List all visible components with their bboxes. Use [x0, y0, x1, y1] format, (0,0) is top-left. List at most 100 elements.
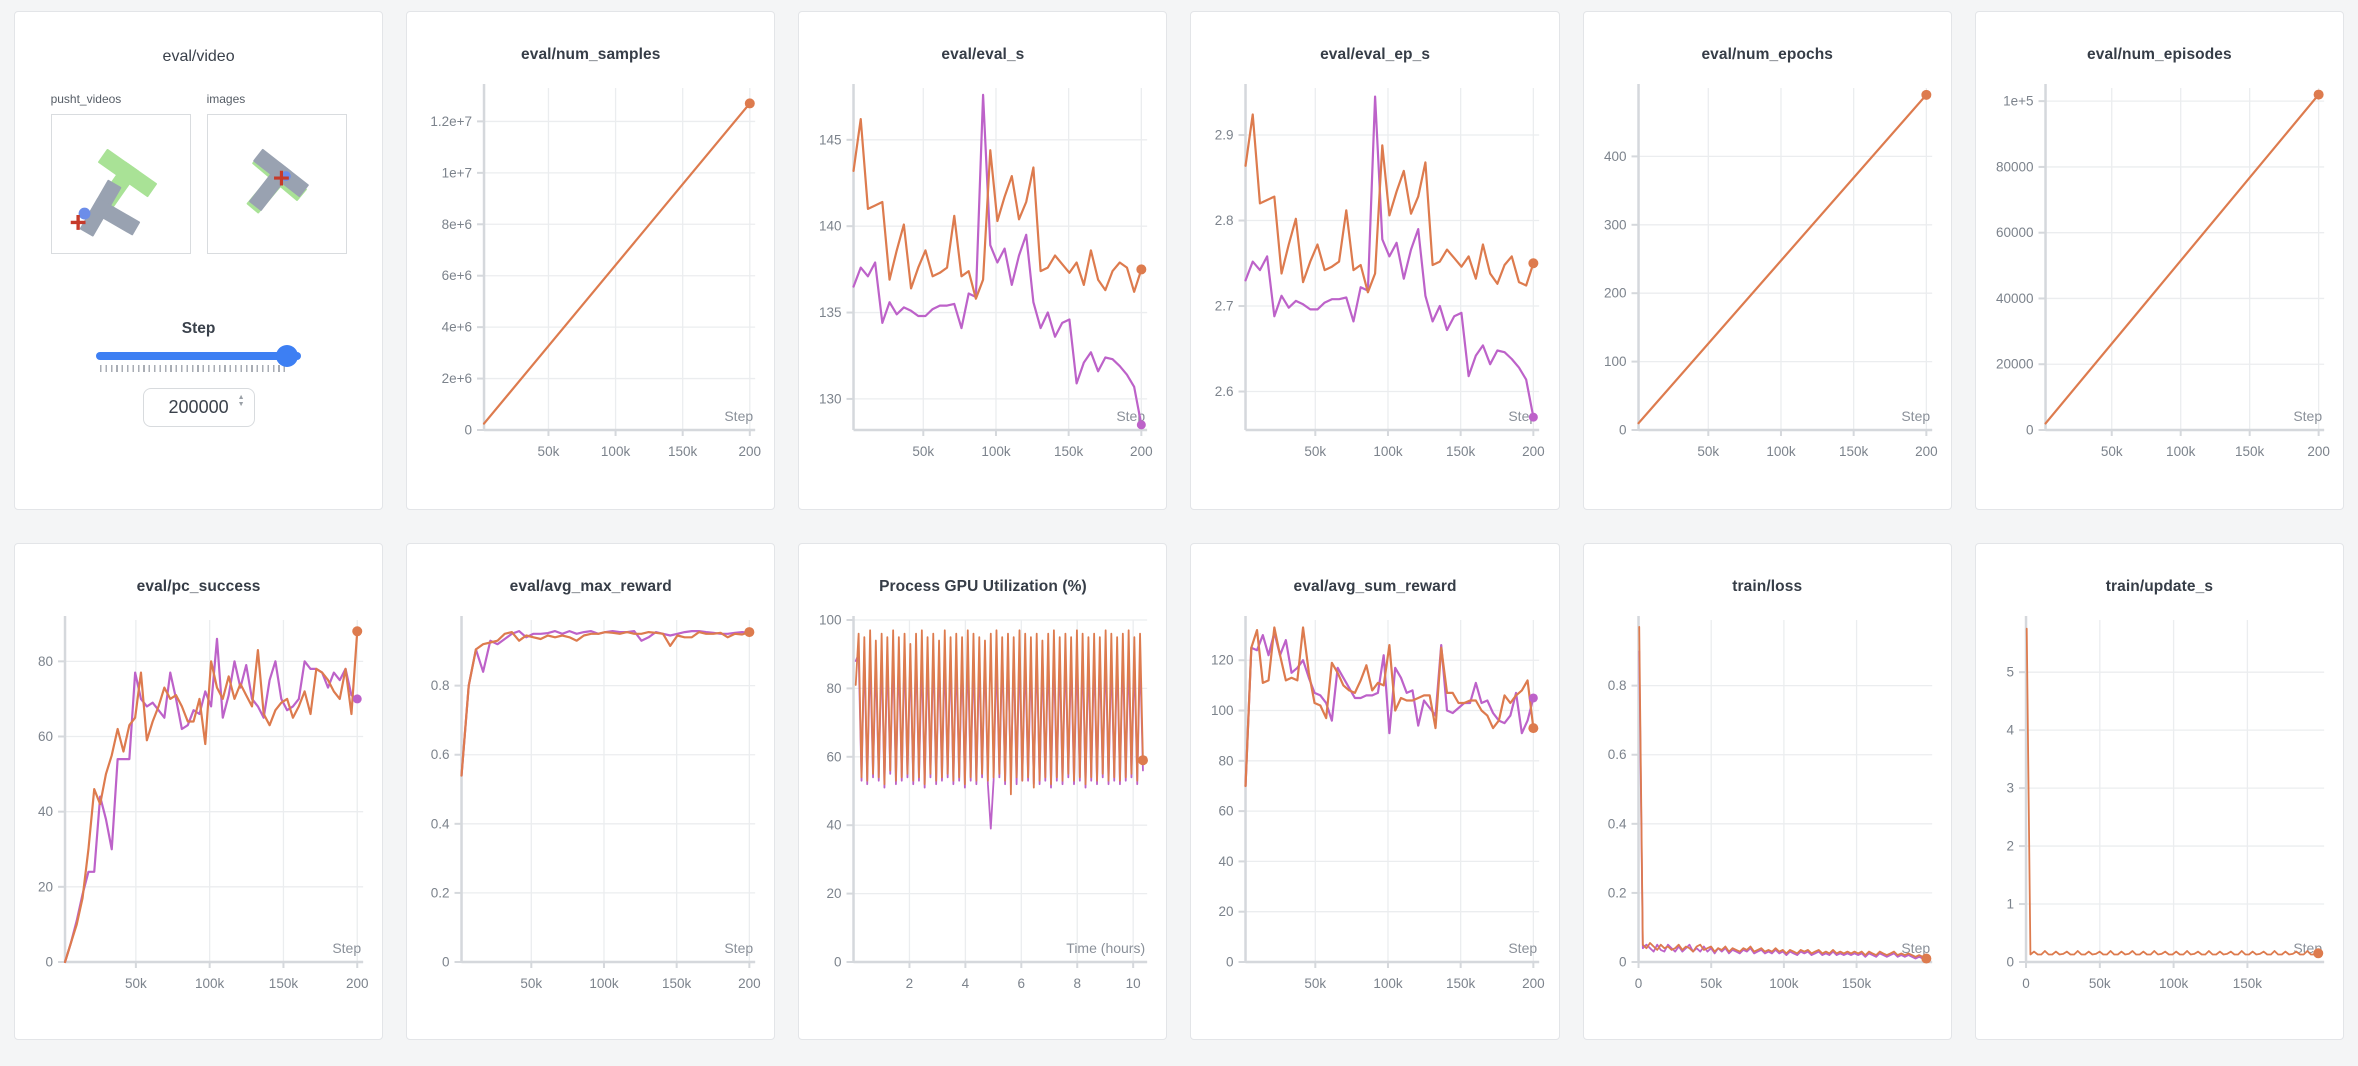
- chart-title: eval/num_samples: [521, 46, 661, 63]
- svg-text:20000: 20000: [1996, 357, 2034, 372]
- svg-text:20: 20: [38, 879, 53, 894]
- panel-eval-num-episodes[interactable]: eval/num_episodes 50k 100k 150k 200 0 20000 40…: [1974, 11, 2344, 510]
- chart-title: eval/avg_sum_reward: [1293, 578, 1457, 595]
- svg-text:Step: Step: [724, 940, 753, 956]
- svg-text:2: 2: [2006, 839, 2014, 854]
- panel-eval-avg-max-reward[interactable]: eval/avg_max_reward 50k 100k 150k 200 0 0.2 0.…: [406, 543, 776, 1040]
- step-slider-thumb[interactable]: [275, 345, 298, 367]
- panel-eval-eval-ep-s[interactable]: eval/eval_ep_s 50k 100k 150k 200 2.6 2.7 2.8 2.…: [1190, 11, 1560, 510]
- svg-text:200: 200: [738, 976, 761, 991]
- chart-train-loss[interactable]: 0 50k 100k 150k 0 0.2 0.4 0.6 0.8 Step: [1584, 606, 1951, 1018]
- panel-eval-num-epochs[interactable]: eval/num_epochs 50k 100k 150k 200 0 100 200 300…: [1582, 11, 1952, 510]
- panel-eval-avg-sum-reward[interactable]: eval/avg_sum_reward 50k 100k 150k 200 0 20 40 6…: [1190, 543, 1560, 1040]
- svg-text:2.9: 2.9: [1215, 128, 1234, 143]
- svg-text:200: 200: [1915, 444, 1938, 459]
- svg-text:150k: 150k: [2235, 444, 2265, 459]
- spinner-down-icon[interactable]: ▼: [237, 401, 245, 408]
- panel-title: eval/video: [162, 48, 235, 65]
- chart-title: eval/num_episodes: [2087, 46, 2232, 63]
- svg-text:1e+7: 1e+7: [442, 165, 472, 180]
- chart-eval-avg-sum-reward[interactable]: 50k 100k 150k 200 0 20 40 60 80 100 120 Step: [1191, 606, 1558, 1018]
- svg-text:50k: 50k: [125, 976, 147, 991]
- spinner-up-icon[interactable]: ▲: [237, 394, 245, 401]
- svg-text:150k: 150k: [269, 976, 299, 991]
- svg-text:100: 100: [1604, 354, 1627, 369]
- chart-title: Process GPU Utilization (%): [879, 578, 1087, 595]
- svg-text:100k: 100k: [1769, 976, 1799, 991]
- svg-text:8: 8: [1074, 976, 1082, 991]
- svg-text:100: 100: [819, 613, 842, 628]
- svg-text:0: 0: [2006, 955, 2014, 970]
- video-item-pusht-videos: pusht_videos: [50, 92, 191, 254]
- svg-text:100k: 100k: [195, 976, 225, 991]
- svg-text:200: 200: [1523, 976, 1546, 991]
- svg-text:60: 60: [38, 729, 53, 744]
- video-thumbnail-images[interactable]: [206, 114, 347, 254]
- svg-text:100k: 100k: [1766, 444, 1796, 459]
- svg-text:150k: 150k: [1447, 976, 1477, 991]
- svg-text:50k: 50k: [1700, 976, 1722, 991]
- svg-text:1: 1: [2006, 897, 2014, 912]
- svg-text:1e+5: 1e+5: [2003, 94, 2033, 109]
- chart-title: eval/eval_s: [941, 46, 1025, 63]
- svg-text:130: 130: [819, 391, 842, 406]
- svg-text:120: 120: [1211, 653, 1234, 668]
- svg-text:150k: 150k: [2233, 976, 2263, 991]
- svg-text:Step: Step: [1901, 940, 1930, 956]
- svg-text:2.8: 2.8: [1215, 213, 1234, 228]
- chart-title: train/update_s: [2105, 578, 2214, 595]
- svg-text:50k: 50k: [1697, 444, 1719, 459]
- svg-text:400: 400: [1604, 149, 1627, 164]
- svg-text:50k: 50k: [2101, 444, 2123, 459]
- video-thumbnails-row: pusht_videos: [50, 92, 347, 254]
- svg-text:2: 2: [906, 976, 914, 991]
- svg-text:100k: 100k: [1374, 976, 1404, 991]
- svg-text:0: 0: [442, 955, 450, 970]
- chart-eval-num-samples[interactable]: 50k 100k 150k 200 0 2e+6 4e+6 6e+6 8e+6 1e+7 1.2e+…: [407, 74, 774, 486]
- svg-text:0: 0: [465, 423, 473, 438]
- svg-text:40: 40: [1219, 854, 1234, 869]
- step-input[interactable]: 200000 ▲ ▼: [142, 388, 255, 427]
- svg-text:1.2e+7: 1.2e+7: [431, 114, 473, 129]
- svg-text:Step: Step: [724, 408, 753, 424]
- panel-eval-num-samples[interactable]: eval/num_samples 50k 100k 150k 200 0 2e+6 4e+6…: [406, 11, 776, 510]
- svg-text:50k: 50k: [521, 976, 543, 991]
- panel-train-update-s[interactable]: train/update_s 0 50k 100k 150k 0 1 2 3 4 5 Step: [1974, 543, 2344, 1040]
- svg-text:60000: 60000: [1996, 225, 2034, 240]
- svg-text:100: 100: [1211, 703, 1234, 718]
- video-thumbnail-pusht[interactable]: [50, 114, 191, 254]
- chart-eval-num-episodes[interactable]: 50k 100k 150k 200 0 20000 40000 60000 80000 1e+5 S…: [1976, 74, 2343, 486]
- svg-text:0.6: 0.6: [1607, 747, 1626, 762]
- pusht-scene-image: [70, 149, 157, 237]
- svg-text:80000: 80000: [1996, 159, 2034, 174]
- step-slider-title: Step: [181, 320, 216, 337]
- svg-text:0: 0: [1634, 976, 1642, 991]
- svg-text:50k: 50k: [538, 444, 560, 459]
- svg-text:0.8: 0.8: [431, 678, 450, 693]
- svg-text:40000: 40000: [1996, 291, 2034, 306]
- svg-text:0: 0: [2022, 976, 2030, 991]
- panel-eval-pc-success[interactable]: eval/pc_success 50k 100k 150k 200 0 20 40 60 80 S…: [14, 543, 384, 1040]
- svg-text:200: 200: [1130, 444, 1153, 459]
- svg-text:40: 40: [38, 804, 53, 819]
- panel-process-gpu-utilization[interactable]: Process GPU Utilization (%) 2 4 6 8 10 0 20 40 6…: [798, 543, 1168, 1040]
- svg-text:50k: 50k: [913, 444, 935, 459]
- panel-eval-eval-s[interactable]: eval/eval_s 50k 100k 150k 200 130 135 140 145 St…: [798, 11, 1168, 510]
- svg-text:0: 0: [2026, 423, 2034, 438]
- svg-text:Step: Step: [1509, 940, 1538, 956]
- chart-eval-avg-max-reward[interactable]: 50k 100k 150k 200 0 0.2 0.4 0.6 0.8 Step: [407, 606, 774, 1018]
- step-slider-track[interactable]: [96, 345, 302, 367]
- svg-text:5: 5: [2006, 665, 2014, 680]
- svg-text:0.4: 0.4: [431, 816, 450, 831]
- panel-train-loss[interactable]: train/loss 0 50k 100k 150k 0 0.2 0.4 0.6 0.8 Step: [1582, 543, 1952, 1040]
- chart-title: eval/avg_max_reward: [509, 578, 672, 595]
- chart-eval-pc-success[interactable]: 50k 100k 150k 200 0 20 40 60 80 Step: [15, 606, 382, 1018]
- chart-eval-num-epochs[interactable]: 50k 100k 150k 200 0 100 200 300 400 Step: [1584, 74, 1951, 486]
- svg-text:Step: Step: [2293, 408, 2322, 424]
- video-label: pusht_videos: [50, 92, 122, 106]
- svg-text:100k: 100k: [1374, 444, 1404, 459]
